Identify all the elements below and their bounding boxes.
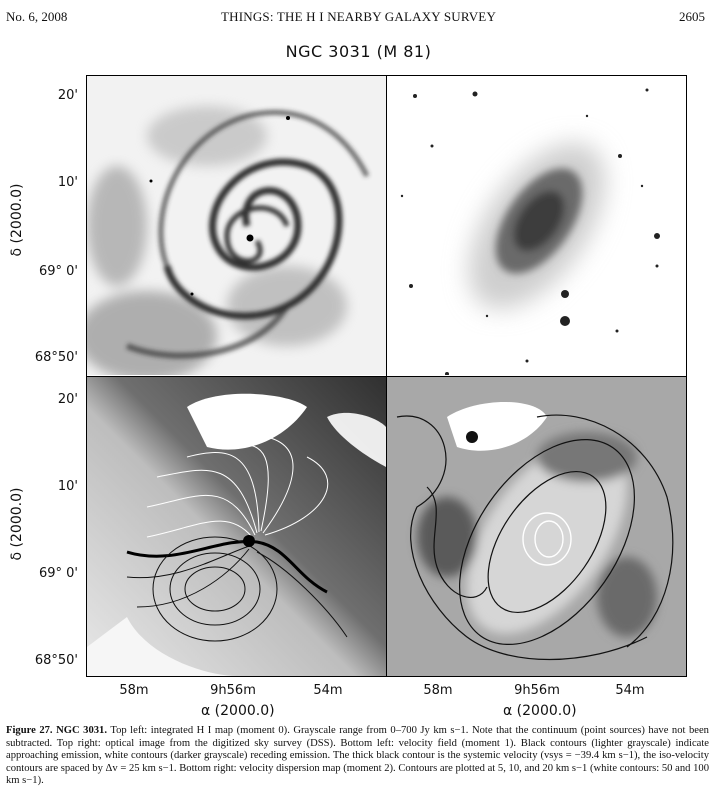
y-axis-label-top: δ (2000.0) — [9, 183, 25, 257]
y-tick-top-69-0: 69° 0' — [38, 264, 78, 279]
hi-moment0-panel — [87, 76, 386, 375]
caption-text: Top left: integrated H I map (moment 0).… — [6, 725, 709, 787]
x-tick-left-54m: 54m — [313, 683, 343, 698]
figure-title: NGC 3031 (M 81) — [285, 42, 432, 61]
x-axis-label-left: α (2000.0) — [201, 703, 275, 719]
figure-caption: Figure 27. NGC 3031. Top left: integrate… — [6, 725, 709, 788]
running-title: THINGS: THE H I NEARBY GALAXY SURVEY — [220, 9, 497, 24]
x-tick-right-58m: 58m — [423, 683, 453, 698]
y-tick-bottom-10: 10' — [57, 479, 78, 494]
velocity-dispersion-panel — [387, 377, 686, 676]
y-tick-bottom-69-0: 69° 0' — [38, 566, 78, 581]
y-tick-top-10: 10' — [57, 175, 78, 190]
y-axis-label-bottom: δ (2000.0) — [9, 487, 25, 561]
y-tick-bottom-20: 20' — [57, 392, 78, 407]
caption-label: Figure 27. — [6, 725, 53, 736]
x-tick-right-9h56m: 9h56m — [514, 683, 560, 698]
velocity-field-panel — [87, 377, 386, 676]
y-tick-top-68-50: 68°50' — [34, 350, 78, 365]
x-tick-right-54m: 54m — [615, 683, 645, 698]
x-tick-left-58m: 58m — [119, 683, 149, 698]
dss-optical-panel — [387, 76, 686, 375]
caption-object: NGC 3031. — [56, 725, 108, 736]
y-tick-bottom-68-50: 68°50' — [34, 653, 78, 668]
y-tick-top-20: 20' — [57, 88, 78, 103]
journal-issue: No. 6, 2008 — [6, 9, 68, 24]
panel-divider-horizontal — [86, 376, 687, 377]
page-number: 2605 — [679, 9, 705, 24]
x-axis-label-right: α (2000.0) — [503, 703, 577, 719]
x-tick-left-9h56m: 9h56m — [210, 683, 256, 698]
